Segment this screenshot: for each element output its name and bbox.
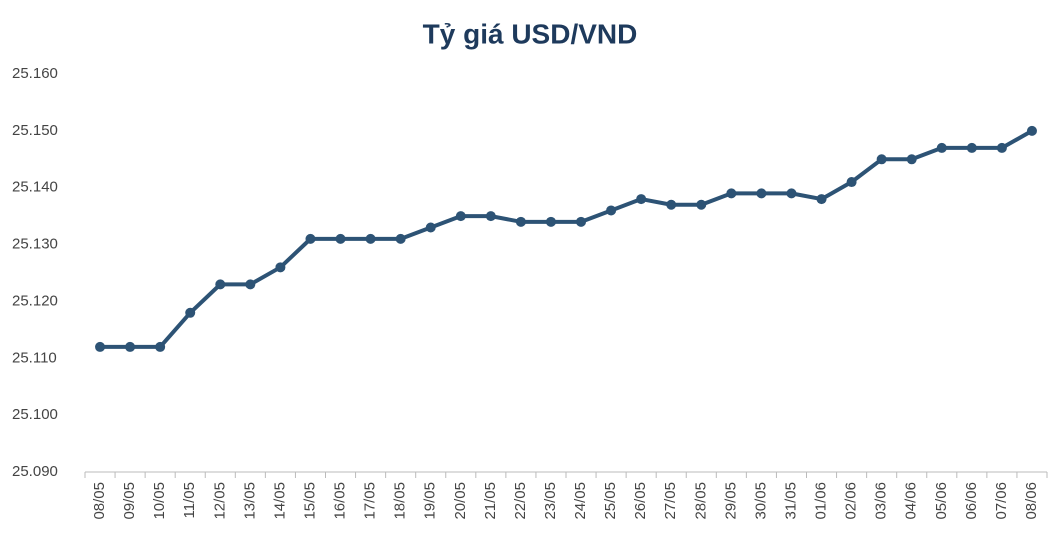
x-tick-label: 02/06 <box>843 482 860 520</box>
line <box>100 129 1033 349</box>
marker <box>906 154 917 165</box>
x-tick-label: 21/05 <box>482 482 499 520</box>
x-tick-label: 22/05 <box>512 482 529 520</box>
x-tick-label: 19/05 <box>422 482 439 520</box>
x-tick-label: 26/05 <box>632 482 649 520</box>
x-tick-label: 27/05 <box>662 482 679 520</box>
marker <box>185 307 196 318</box>
x-tick-label: 05/06 <box>933 482 950 520</box>
y-tick-label: 25.140 <box>12 179 58 196</box>
marker <box>876 154 887 165</box>
y-tick-label: 25.160 <box>12 65 58 82</box>
y-tick-label: 25.120 <box>12 292 58 309</box>
x-tick-label: 20/05 <box>452 482 469 520</box>
x-tick-label: 15/05 <box>301 482 318 520</box>
marker <box>395 233 406 244</box>
marker <box>636 194 647 205</box>
x-tick-label: 01/06 <box>813 482 830 520</box>
x-tick-label: 29/05 <box>722 482 739 520</box>
marker <box>425 222 436 233</box>
x-tick-label: 13/05 <box>241 482 258 520</box>
marker <box>606 205 617 216</box>
x-tick-label: 17/05 <box>362 482 379 520</box>
x-tick-label: 28/05 <box>692 482 709 520</box>
marker <box>696 199 707 210</box>
marker <box>576 216 587 227</box>
marker <box>455 211 466 222</box>
chart-title: Tỷ giá USD/VND <box>423 18 638 49</box>
y-tick-label: 25.130 <box>12 236 58 253</box>
marker <box>786 188 797 199</box>
marker <box>365 233 376 244</box>
marker <box>125 341 136 352</box>
y-tick-label: 25.100 <box>12 406 58 423</box>
x-tick-label: 12/05 <box>211 482 228 520</box>
x-tick-label: 18/05 <box>392 482 409 520</box>
marker <box>515 216 526 227</box>
x-tick-label: 06/06 <box>963 482 980 520</box>
marker <box>95 341 106 352</box>
marker <box>335 233 346 244</box>
marker <box>756 188 767 199</box>
marker <box>545 216 556 227</box>
y-tick-label: 25.150 <box>12 122 58 139</box>
x-tick-label: 04/06 <box>903 482 920 520</box>
marker <box>726 188 737 199</box>
x-tick-label: 25/05 <box>602 482 619 520</box>
marker <box>936 142 947 153</box>
marker <box>245 279 256 290</box>
marker <box>996 142 1007 153</box>
marker <box>966 142 977 153</box>
y-tick-label: 25.090 <box>12 463 58 480</box>
x-tick-label: 14/05 <box>271 482 288 520</box>
marker <box>1026 125 1037 136</box>
marker <box>215 279 226 290</box>
marker <box>846 177 857 188</box>
marker <box>305 233 316 244</box>
marker <box>485 211 496 222</box>
x-tick-label: 08/05 <box>91 482 108 520</box>
x-tick-label: 07/06 <box>993 482 1010 520</box>
x-tick-label: 03/06 <box>873 482 890 520</box>
x-tick-label: 11/05 <box>181 482 198 518</box>
marker <box>666 199 677 210</box>
x-tick-label: 08/06 <box>1023 482 1040 520</box>
x-tick-label: 23/05 <box>542 482 559 520</box>
x-tick-label: 10/05 <box>151 482 168 520</box>
y-tick-label: 25.110 <box>12 349 57 366</box>
marker <box>816 194 827 205</box>
x-tick-label: 30/05 <box>752 482 769 520</box>
marker <box>275 262 286 273</box>
x-tick-label: 16/05 <box>332 482 349 520</box>
marker <box>155 341 166 352</box>
x-tick-label: 24/05 <box>572 482 589 520</box>
x-tick-label: 09/05 <box>121 482 138 520</box>
x-tick-label: 31/05 <box>782 482 799 520</box>
